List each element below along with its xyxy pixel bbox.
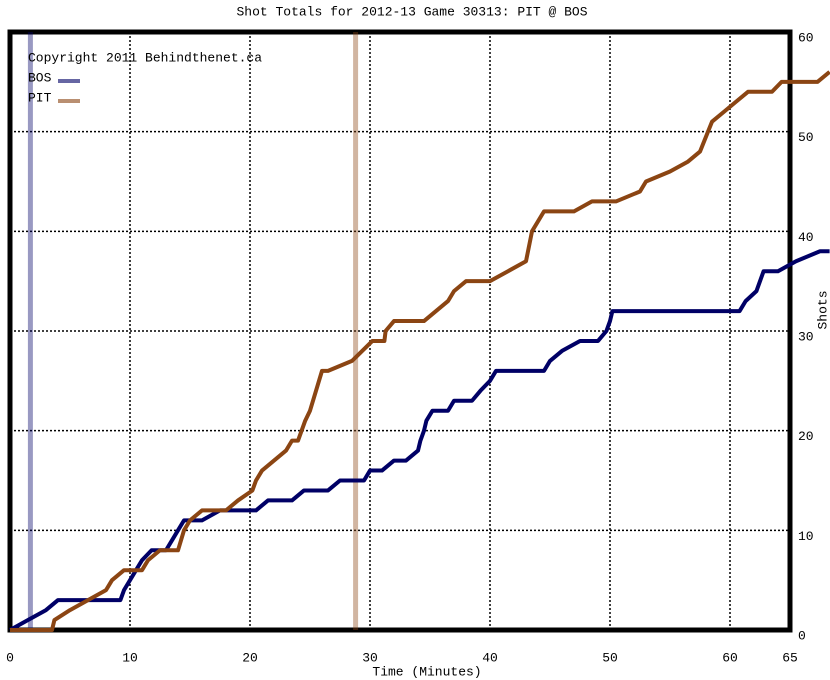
x-tick-label: 65: [782, 650, 798, 665]
plot-frame: [7, 29, 793, 633]
y-tick-label: 50: [798, 130, 814, 145]
series-line: [9, 249, 830, 632]
x-tick-label: 30: [362, 650, 378, 665]
y-tick-label: 10: [798, 529, 814, 544]
x-tick-label: 40: [482, 650, 498, 665]
chart-title: Shot Totals for 2012-13 Game 30313: PIT …: [236, 4, 587, 19]
legend-label: PIT: [28, 90, 52, 105]
y-tick-label: 0: [798, 628, 806, 643]
y-tick-label: 60: [798, 30, 814, 45]
x-tick-label: 60: [722, 650, 738, 665]
y-axis-label: Shots: [815, 290, 830, 329]
y-tick-label: 20: [798, 429, 814, 444]
copyright: Copyright 2011 Behindthenet.ca: [28, 50, 262, 65]
y-tick-label: 40: [798, 230, 814, 245]
x-tick-label: 50: [602, 650, 618, 665]
goal-marker: [353, 32, 359, 630]
y-tick-label: 30: [798, 329, 814, 344]
x-axis-label: Time (Minutes): [372, 664, 481, 679]
x-tick-label: 0: [6, 650, 14, 665]
goal-marker: [27, 32, 33, 630]
legend-swatch: [58, 79, 80, 83]
legend-label: BOS: [28, 70, 52, 85]
legend-swatch: [58, 99, 80, 103]
x-tick-label: 10: [122, 650, 138, 665]
x-tick-label: 20: [242, 650, 258, 665]
series-line: [10, 70, 830, 632]
